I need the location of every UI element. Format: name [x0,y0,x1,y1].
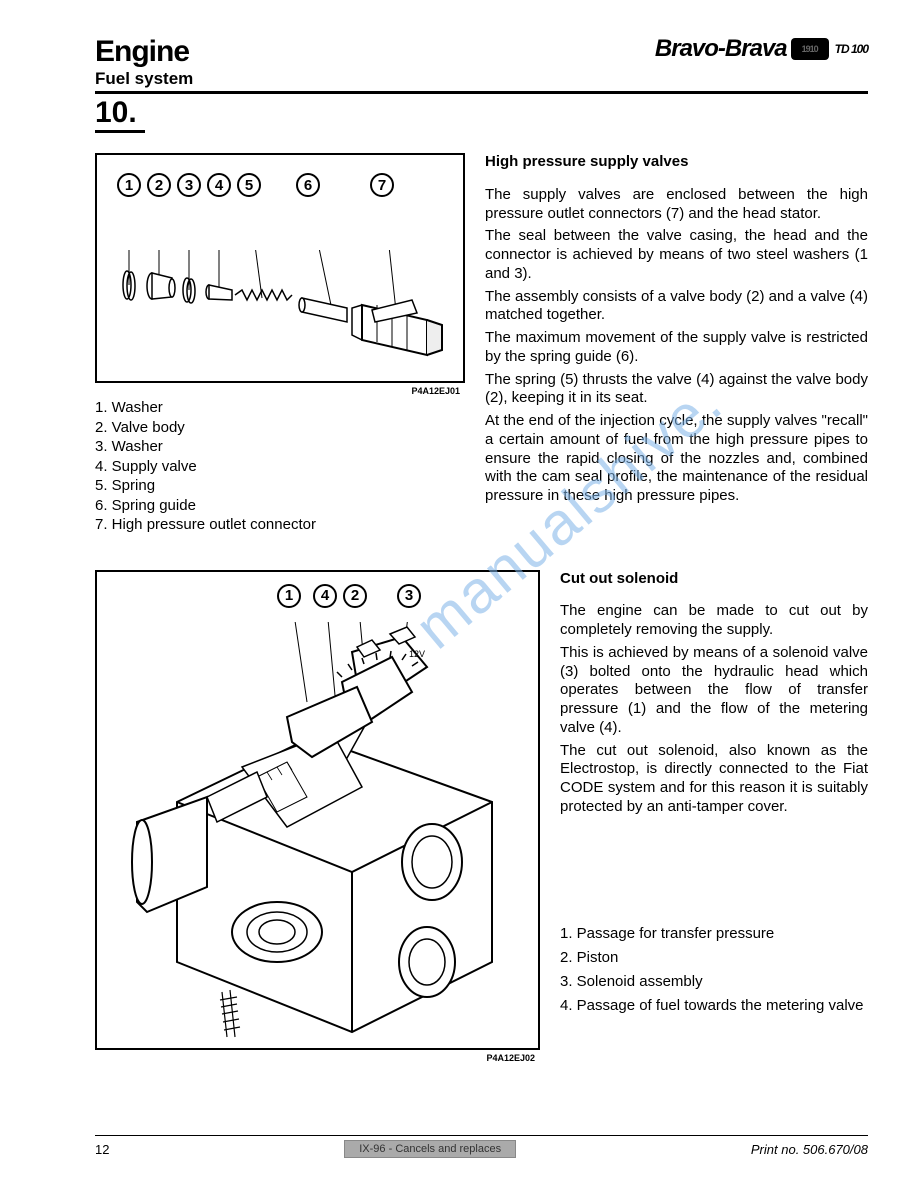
legend-item: 2. Piston [560,946,868,970]
print-number: Print no. 506.670/08 [751,1142,868,1157]
figure-2-ref: P4A12EJ02 [95,1053,540,1063]
figure-1-ref: P4A12EJ01 [95,386,465,396]
figure-1: 1 2 3 4 5 6 7 [95,153,465,535]
callout-2-2: 2 [343,584,367,608]
page-number: 12 [95,1142,109,1157]
legend-item: 6. Spring guide [95,496,465,516]
callout-row-2: 1 4 2 3 [277,584,421,608]
callout-6: 6 [296,173,320,197]
solenoid-cutaway-drawing: 12V [112,622,527,1042]
legend-item: 7. High pressure outlet connector [95,515,465,535]
section-number: 10. [95,96,145,133]
callout-2-1: 1 [277,584,301,608]
legend-item: 2. Valve body [95,418,465,438]
header-right: Bravo-Brava 1910 TD 100 [655,35,868,63]
legend-item: 4. Passage of fuel towards the metering … [560,994,868,1018]
callout-2-4: 4 [313,584,337,608]
callout-3: 3 [177,173,201,197]
legend-item: 5. Spring [95,476,465,496]
figure-1-box: 1 2 3 4 5 6 7 [95,153,465,383]
header-left: Engine Fuel system [95,35,193,89]
content-block-2: 1 4 2 3 [95,570,868,1063]
callout-row-1: 1 2 3 4 5 6 7 [117,173,394,197]
figure-2-legend: 1. Passage for transfer pressure 2. Pist… [560,922,868,1018]
section-2-heading: Cut out solenoid [560,570,868,589]
svg-text:12V: 12V [409,649,425,659]
engine-title: Engine [95,35,193,69]
text-column-1: High pressure supply valves The supply v… [485,153,868,535]
model-code: TD 100 [835,42,868,56]
paragraph: The supply valves are enclosed between t… [485,186,868,224]
paragraph: The cut out solenoid, also known as the … [560,742,868,817]
callout-1: 1 [117,173,141,197]
callout-5: 5 [237,173,261,197]
figure-1-legend: 1. Washer 2. Valve body 3. Washer 4. Sup… [95,398,465,535]
paragraph: This is achieved by means of a solenoid … [560,644,868,738]
legend-item: 1. Washer [95,398,465,418]
page-header: Engine Fuel system Bravo-Brava 1910 TD 1… [95,35,868,94]
section-1-heading: High pressure supply valves [485,153,868,172]
paragraph: The spring (5) thrusts the valve (4) aga… [485,371,868,409]
text-column-2: Cut out solenoid The engine can be made … [560,570,868,1063]
legend-item: 3. Solenoid assembly [560,970,868,994]
footer-revision: IX-96 - Cancels and replaces [344,1140,516,1158]
fuel-subtitle: Fuel system [95,69,193,89]
content-block-1: 1 2 3 4 5 6 7 [95,153,868,535]
engine-badge: 1910 [791,38,829,60]
callout-2-3: 3 [397,584,421,608]
figure-2: 1 4 2 3 [95,570,540,1063]
paragraph: The maximum movement of the supply valve… [485,329,868,367]
brand-name: Bravo-Brava [655,35,787,63]
valve-exploded-drawing [117,250,447,370]
callout-2: 2 [147,173,171,197]
callout-7: 7 [370,173,394,197]
paragraph: At the end of the injection cycle, the s… [485,412,868,506]
legend-item: 4. Supply valve [95,457,465,477]
legend-item: 1. Passage for transfer pressure [560,922,868,946]
paragraph: The engine can be made to cut out by com… [560,602,868,640]
paragraph: The assembly consists of a valve body (2… [485,288,868,326]
legend-item: 3. Washer [95,437,465,457]
callout-4: 4 [207,173,231,197]
page-footer: 12 IX-96 - Cancels and replaces Print no… [95,1135,868,1158]
figure-2-box: 1 4 2 3 [95,570,540,1050]
paragraph: The seal between the valve casing, the h… [485,227,868,283]
